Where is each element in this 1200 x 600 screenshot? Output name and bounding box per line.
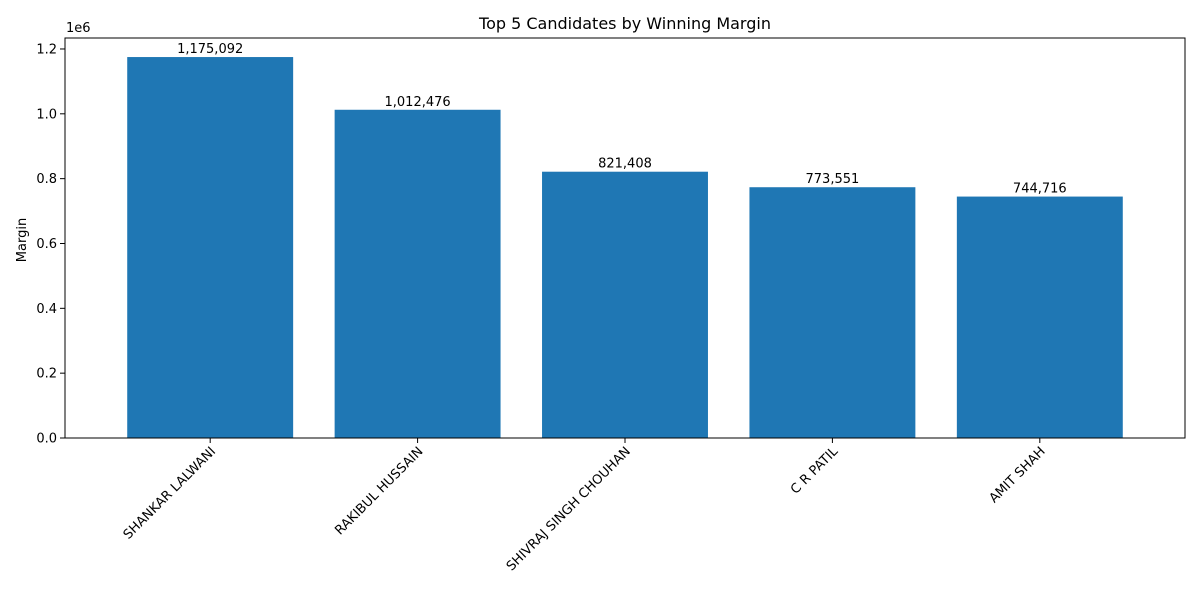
bar-3 <box>749 187 916 438</box>
y-tick-label-6: 1.2 <box>36 42 57 57</box>
y-tick-label-1: 0.2 <box>36 367 57 382</box>
x-tick-label-1: RAKIBUL HUSSAIN <box>332 444 426 538</box>
bar-4 <box>956 196 1123 438</box>
bar-value-label-0: 1,175,092 <box>177 42 243 57</box>
bar-value-label-1: 1,012,476 <box>385 95 451 110</box>
bar-value-label-4: 744,716 <box>1013 182 1067 197</box>
bar-1 <box>334 109 501 438</box>
x-tick-label-2: SHIVRAJ SINGH CHOUHAN <box>504 444 634 574</box>
x-tick-label-3: C R PATIL <box>788 444 842 498</box>
x-axis: SHANKAR LALWANI RAKIBUL HUSSAIN SHIVRAJ SI… <box>121 438 1049 574</box>
y-tick-label-0: 0.0 <box>36 432 57 447</box>
chart-title: Top 5 Candidates by Winning Margin <box>478 14 771 33</box>
x-tick-label-0: SHANKAR LALWANI <box>121 444 219 542</box>
y-tick-label-3: 0.6 <box>36 237 57 252</box>
x-tick-label-4: AMIT SHAH <box>987 444 1049 506</box>
y-tick-label-4: 0.8 <box>36 172 57 187</box>
bar-value-label-2: 821,408 <box>598 157 652 172</box>
data-labels: 1,175,092 1,012,476 821,408 773,551 744,716 <box>177 42 1067 197</box>
plot-frame <box>64 37 1186 439</box>
y-tick-label-2: 0.4 <box>36 302 57 317</box>
bars-layer <box>127 57 1123 439</box>
y-tick-label-5: 1.0 <box>36 107 57 122</box>
y-axis: 0.0 0.2 0.4 0.6 0.8 1.0 1.2 <box>36 42 65 447</box>
bar-value-label-3: 773,551 <box>806 172 860 187</box>
bar-2 <box>542 171 708 438</box>
y-axis-label: Margin <box>15 218 30 262</box>
y-axis-multiplier: 1e6 <box>66 21 91 36</box>
bar-0 <box>127 57 294 439</box>
